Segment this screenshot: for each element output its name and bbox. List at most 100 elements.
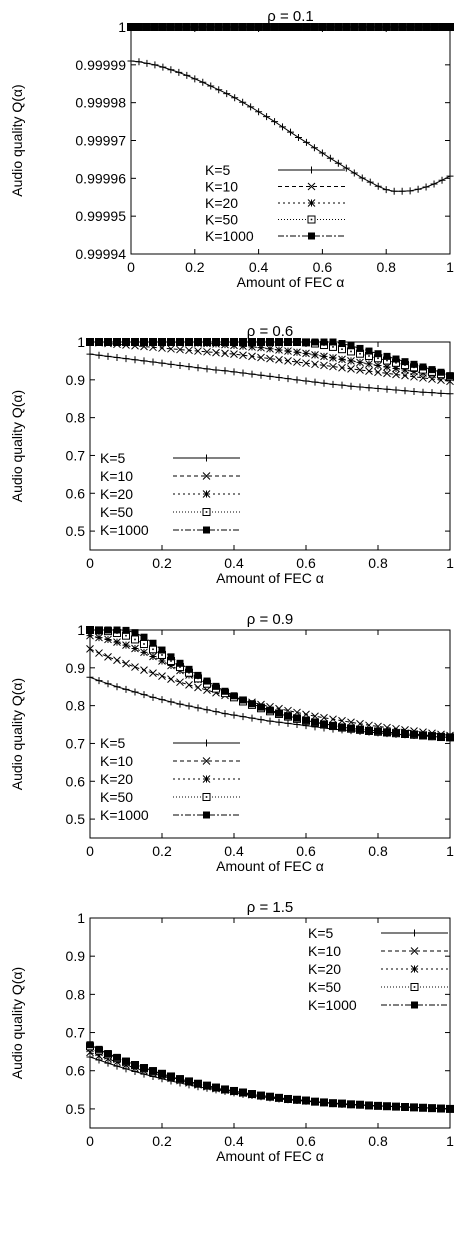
data-point	[158, 359, 166, 367]
data-point	[140, 633, 148, 641]
data-point	[149, 669, 157, 677]
data-point	[422, 183, 430, 191]
data-point	[446, 1105, 454, 1113]
data-point	[185, 702, 193, 710]
legend-marker	[203, 739, 210, 747]
data-point	[390, 187, 398, 195]
legend-marker	[308, 232, 315, 240]
data-point	[239, 1088, 247, 1096]
x-tick-label: 1	[446, 843, 454, 859]
data-point	[167, 66, 175, 74]
data-point	[392, 364, 400, 373]
data-point	[135, 58, 143, 66]
data-point	[293, 358, 301, 366]
data-point	[143, 59, 151, 67]
data-point	[239, 342, 247, 351]
legend-marker	[411, 929, 418, 937]
data-point	[284, 712, 292, 720]
data-point	[215, 23, 223, 31]
legend-marker	[203, 811, 210, 819]
data-point	[302, 23, 310, 31]
x-tick-label: 0.6	[313, 259, 333, 275]
data-point	[266, 344, 274, 353]
data-point	[430, 23, 438, 31]
data-point	[122, 355, 130, 363]
data-point	[438, 23, 446, 31]
x-tick-label: 0.6	[296, 843, 316, 859]
data-point	[215, 86, 223, 94]
data-point	[95, 1045, 103, 1053]
data-point	[287, 128, 294, 136]
data-point	[239, 696, 247, 704]
data-point	[342, 23, 350, 31]
data-point	[302, 338, 310, 346]
data-point	[446, 372, 454, 380]
legend-label: K=50	[100, 504, 133, 520]
y-tick-label: 0.99995	[75, 208, 126, 224]
x-tick-label: 0.4	[224, 555, 244, 571]
data-point-dot	[161, 654, 163, 656]
data-point	[401, 371, 409, 380]
data-point	[320, 713, 328, 722]
y-tick-label: 1	[118, 19, 126, 35]
data-point	[374, 23, 382, 31]
data-point	[176, 338, 184, 346]
data-point-dot	[386, 359, 388, 362]
data-point	[95, 677, 103, 685]
data-point	[104, 1050, 112, 1058]
data-point	[266, 706, 274, 714]
data-point	[95, 649, 103, 657]
data-point	[358, 23, 366, 31]
data-point	[347, 718, 355, 727]
data-point	[185, 680, 193, 689]
data-point	[310, 144, 318, 152]
data-point	[131, 629, 139, 637]
series-k-50	[86, 1042, 454, 1113]
x-tick-label: 0.4	[249, 259, 269, 275]
data-point-dot	[170, 660, 172, 662]
series-k-1000	[86, 338, 454, 380]
data-point	[191, 75, 199, 83]
legend-label: K=20	[205, 195, 238, 211]
data-point	[86, 673, 94, 681]
y-tick-label: 1	[77, 622, 85, 638]
data-point	[104, 680, 112, 688]
data-point	[248, 700, 256, 708]
data-point	[203, 706, 211, 714]
legend-marker	[202, 775, 211, 783]
data-point	[401, 366, 409, 374]
data-point	[311, 1098, 319, 1106]
chart-title: ρ = 0.1	[267, 8, 313, 25]
data-point	[194, 671, 202, 679]
data-point	[428, 366, 436, 374]
data-point	[167, 653, 175, 661]
data-point	[149, 338, 157, 346]
data-point	[446, 23, 454, 31]
data-point	[390, 23, 398, 31]
y-tick-label: 0.5	[66, 811, 86, 827]
data-point	[383, 369, 391, 378]
data-point	[419, 363, 427, 371]
legend-label: K=1000	[308, 997, 357, 1013]
data-point	[374, 350, 382, 358]
y-tick-label: 0.6	[66, 1063, 86, 1079]
data-point	[140, 639, 148, 648]
legend-label: K=1000	[100, 807, 149, 823]
chart-title: ρ = 0.6	[247, 323, 293, 340]
data-point	[320, 352, 328, 361]
data-point	[365, 360, 373, 368]
data-point	[257, 371, 265, 379]
legend-label: K=10	[100, 468, 133, 484]
data-point	[428, 389, 436, 397]
data-point	[203, 338, 211, 346]
y-tick-label: 0.99996	[75, 170, 126, 186]
data-point	[419, 388, 427, 396]
data-point	[104, 338, 112, 346]
data-point-dot	[368, 355, 370, 357]
y-tick-label: 0.8	[66, 986, 86, 1002]
y-axis-label: Audio quality Q(α)	[9, 84, 25, 196]
legend-marker	[411, 1001, 418, 1009]
data-point	[293, 338, 301, 346]
legend-label: K=1000	[100, 522, 149, 538]
